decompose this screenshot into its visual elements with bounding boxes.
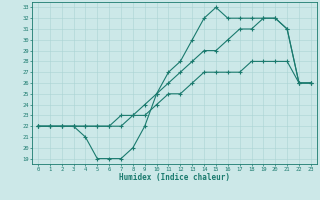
X-axis label: Humidex (Indice chaleur): Humidex (Indice chaleur): [119, 173, 230, 182]
